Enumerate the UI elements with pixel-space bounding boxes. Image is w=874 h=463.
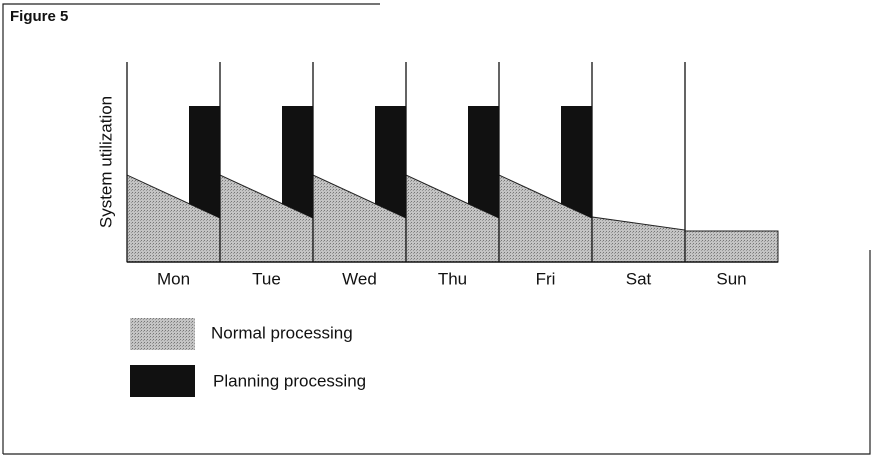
- planning-bar: [282, 106, 313, 218]
- y-axis-label: System utilization: [96, 96, 115, 228]
- normal-area: [684, 230, 779, 263]
- day-label: Fri: [536, 269, 556, 288]
- day-label: Sat: [626, 269, 652, 288]
- frame: [2, 3, 871, 455]
- planning-bar: [561, 106, 592, 218]
- legend-label: Planning processing: [213, 371, 366, 390]
- planning-bar: [189, 106, 220, 218]
- figure-title: Figure 5: [10, 8, 68, 25]
- day-label: Mon: [157, 269, 190, 288]
- day-label: Thu: [438, 269, 467, 288]
- legend-swatch-normal: [130, 318, 195, 350]
- day-label: Tue: [252, 269, 281, 288]
- planning-bar: [468, 106, 499, 218]
- planning-bar: [375, 106, 406, 218]
- legend-swatch-planning: [130, 365, 195, 397]
- plot: Mon Tue Wed Thu Fri Sat Sun: [126, 62, 779, 288]
- normal-area: [591, 216, 686, 263]
- legend-label: Normal processing: [211, 323, 353, 342]
- day-label: Sun: [716, 269, 746, 288]
- day-label: Wed: [342, 269, 377, 288]
